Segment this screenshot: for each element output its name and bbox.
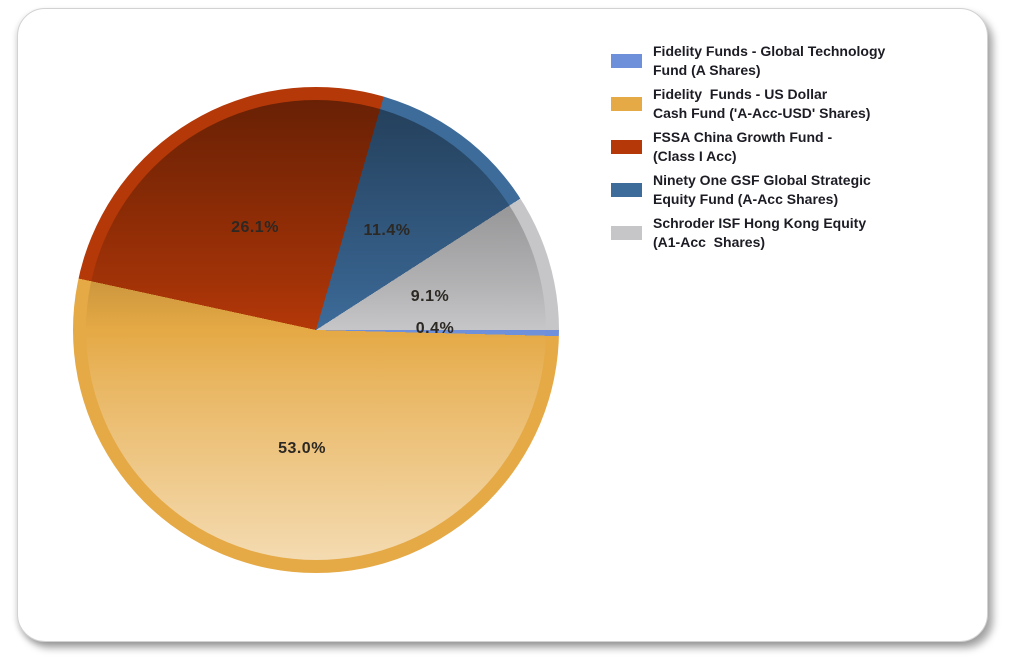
- pie-label-ninety-one: 11.4%: [363, 222, 411, 239]
- legend: Fidelity Funds - Global Technology Fund …: [611, 42, 941, 257]
- pie-label-fssa-china: 26.1%: [231, 219, 279, 236]
- pie-label-us-dollar-cash: 53.0%: [278, 440, 326, 457]
- pie-label-global-tech: 0.4%: [415, 320, 455, 337]
- pie-label-schroder: 9.1%: [410, 288, 450, 305]
- legend-label-ninety-one: Ninety One GSF Global Strategic Equity F…: [653, 172, 871, 207]
- legend-item-fssa-china: FSSA China Growth Fund - (Class I Acc): [611, 128, 941, 166]
- pie-body: [86, 100, 546, 560]
- legend-swatch-ninety-one: [611, 183, 642, 197]
- legend-label-fssa-china: FSSA China Growth Fund - (Class I Acc): [653, 129, 833, 164]
- legend-swatch-us-dollar-cash: [611, 97, 642, 111]
- legend-item-global-tech: Fidelity Funds - Global Technology Fund …: [611, 42, 941, 80]
- legend-label-global-tech: Fidelity Funds - Global Technology Fund …: [653, 43, 886, 78]
- legend-swatch-global-tech: [611, 54, 642, 68]
- legend-item-ninety-one: Ninety One GSF Global Strategic Equity F…: [611, 171, 941, 209]
- legend-swatch-fssa-china: [611, 140, 642, 154]
- pie-chart: 26.1% 11.4% 9.1% 0.4% 53.0%: [73, 87, 559, 573]
- legend-item-schroder: Schroder ISF Hong Kong Equity (A1-Acc Sh…: [611, 214, 941, 252]
- chart-card: 26.1% 11.4% 9.1% 0.4% 53.0% Fidelity Fun…: [17, 8, 988, 642]
- legend-swatch-schroder: [611, 226, 642, 240]
- legend-label-schroder: Schroder ISF Hong Kong Equity (A1-Acc Sh…: [653, 215, 867, 250]
- legend-item-us-dollar-cash: Fidelity Funds - US Dollar Cash Fund ('A…: [611, 85, 941, 123]
- legend-label-us-dollar-cash: Fidelity Funds - US Dollar Cash Fund ('A…: [653, 86, 871, 121]
